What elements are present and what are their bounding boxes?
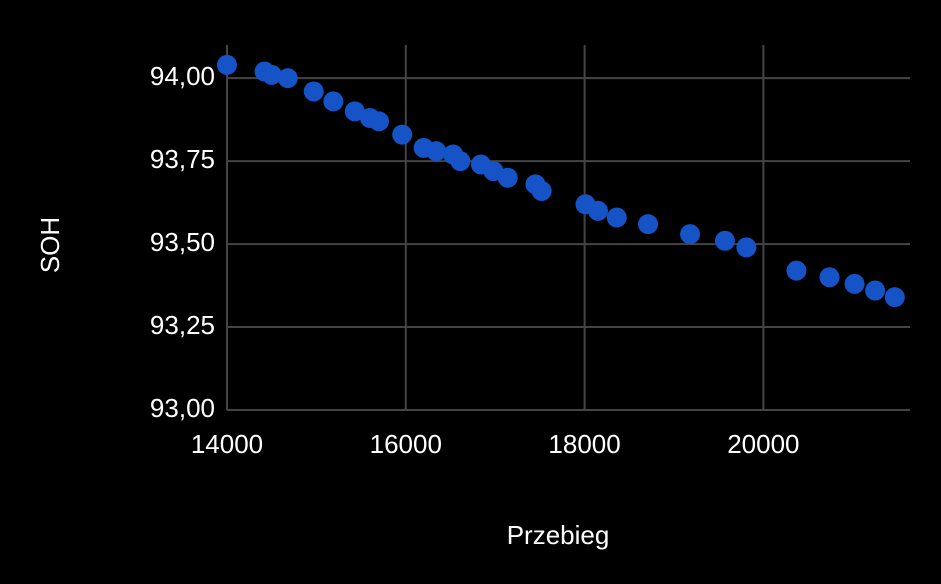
point <box>323 91 344 112</box>
point <box>497 167 518 188</box>
point <box>714 230 735 251</box>
point <box>844 273 865 294</box>
point <box>786 260 807 281</box>
point <box>531 181 552 201</box>
point <box>680 224 701 245</box>
y-tick-label: 93,50 <box>150 227 215 257</box>
point <box>217 54 237 75</box>
x-tick-label: 16000 <box>370 429 442 459</box>
x-tick-label: 20000 <box>727 429 799 459</box>
point <box>426 141 447 162</box>
y-tick-label: 94,00 <box>150 61 215 91</box>
y-tick-label: 93,25 <box>150 310 215 340</box>
point <box>819 267 840 288</box>
point <box>392 124 413 145</box>
point <box>606 207 627 228</box>
point <box>277 68 298 89</box>
y-tick-label: 93,00 <box>150 393 215 423</box>
point <box>368 111 389 132</box>
y-tick-label: 93,75 <box>150 144 215 174</box>
point <box>450 151 471 172</box>
point <box>303 81 324 102</box>
point <box>736 237 757 258</box>
point <box>865 280 886 301</box>
point <box>884 287 905 308</box>
point <box>588 200 609 221</box>
x-tick-label: 18000 <box>548 429 620 459</box>
point <box>344 101 365 122</box>
x-tick-label: 14000 <box>191 429 263 459</box>
point <box>261 64 282 85</box>
y-axis-label: SOH <box>35 217 65 273</box>
point <box>638 214 659 235</box>
x-axis-label: Przebieg <box>507 520 610 550</box>
